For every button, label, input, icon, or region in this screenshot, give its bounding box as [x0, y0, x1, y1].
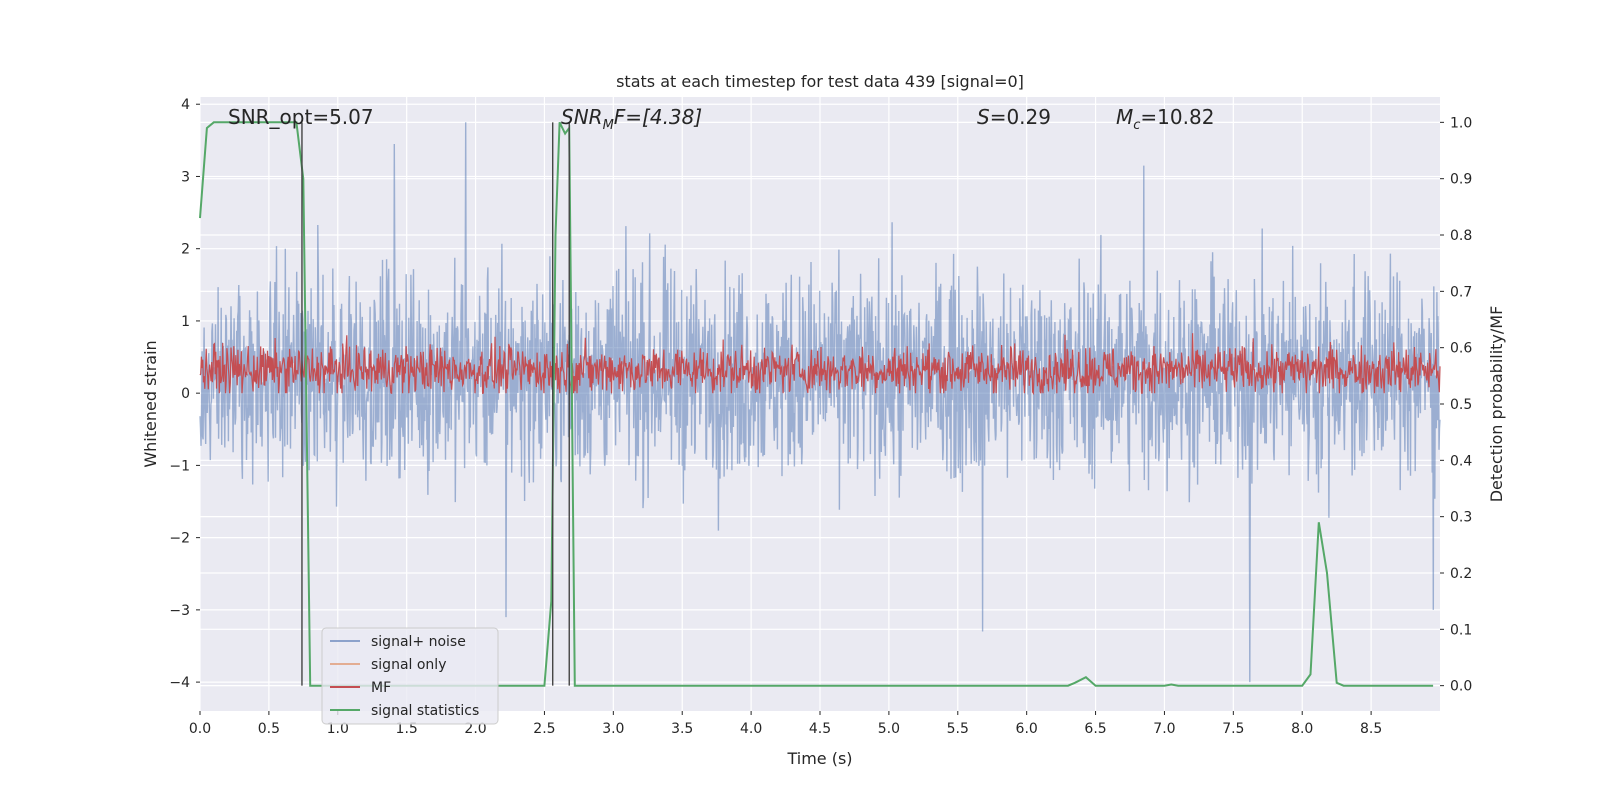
- mf-series: [199, 333, 1441, 396]
- legend-label-stat: signal statistics: [371, 703, 479, 719]
- y-tick-label-1: −3: [169, 603, 190, 619]
- x-tick-label-6: 3.0: [602, 721, 624, 737]
- y2-tick-label-5: 0.5: [1450, 397, 1472, 413]
- annotation-s-symbol: S: [977, 105, 990, 129]
- annotation-mc: Mc=10.82: [1116, 105, 1214, 133]
- y-tick-label-5: 1: [181, 314, 190, 330]
- y-axis-ticks: −4 −3 −2 −1 0 1 2 3 4: [169, 97, 200, 691]
- chart-title: stats at each timestep for test data 439…: [616, 72, 1024, 91]
- y-axis-label: Whitened strain: [141, 340, 160, 467]
- x-tick-label-13: 6.5: [1084, 721, 1106, 737]
- annotation-mc-subscript: c: [1133, 118, 1140, 133]
- y2-tick-label-4: 0.4: [1450, 453, 1472, 469]
- annotation-s: S=0.29: [977, 105, 1051, 129]
- x-tick-label-8: 4.0: [740, 721, 762, 737]
- x-tick-label-11: 5.5: [947, 721, 969, 737]
- stat-series: [199, 121, 1434, 687]
- y2-tick-label-3: 0.3: [1450, 510, 1472, 526]
- y2-axis-ticks: 0.0 0.1 0.2 0.3 0.4 0.5 0.6 0.7 0.8 0.9 1.0: [1440, 115, 1472, 695]
- x-tick-label-12: 6.0: [1016, 721, 1038, 737]
- x-tick-label-1: 0.5: [258, 721, 280, 737]
- y-tick-label-4: 0: [181, 386, 190, 402]
- x-tick-label-17: 8.5: [1360, 721, 1382, 737]
- y-tick-label-0: −4: [169, 675, 190, 691]
- x-tick-label-3: 1.5: [396, 721, 418, 737]
- y2-tick-label-1: 0.1: [1450, 622, 1472, 638]
- y2-tick-label-2: 0.2: [1450, 566, 1472, 582]
- y2-axis-label: Detection probability/MF: [1487, 306, 1506, 503]
- annotation-snr-opt: SNR_opt=5.07: [228, 105, 374, 129]
- y2-tick-label-10: 1.0: [1450, 115, 1472, 131]
- x-tick-label-9: 4.5: [809, 721, 831, 737]
- x-tick-label-4: 2.0: [464, 721, 486, 737]
- x-tick-label-16: 8.0: [1291, 721, 1313, 737]
- annotation-snr-mf: SNRMF=[4.38]: [561, 105, 702, 133]
- y2-tick-label-0: 0.0: [1450, 679, 1472, 695]
- x-tick-label-7: 3.5: [671, 721, 693, 737]
- vertical-markers: [301, 122, 570, 686]
- y-tick-label-3: −1: [169, 458, 190, 474]
- x-axis-ticks: 0.0 0.5 1.0 1.5 2.0 2.5 3.0 3.5 4.0 4.5 5.0 5.5 6.0 6…: [189, 711, 1382, 737]
- annotation-snr-mf-subscript: M: [603, 118, 614, 133]
- stat-line: [199, 121, 1434, 687]
- y-tick-label-2: −2: [169, 531, 190, 547]
- x-tick-label-10: 5.0: [878, 721, 900, 737]
- x-axis-label: Time (s): [786, 749, 852, 768]
- mf-line: [199, 333, 1441, 396]
- annotation-snr-mf-symbol: SNR: [561, 105, 603, 129]
- x-tick-label-5: 2.5: [533, 721, 555, 737]
- x-tick-label-2: 1.0: [327, 721, 349, 737]
- y-tick-label-6: 2: [181, 242, 190, 258]
- y2-tick-label-9: 0.9: [1450, 172, 1472, 188]
- legend-label-signal-only: signal only: [371, 657, 446, 673]
- legend-box: [321, 627, 499, 725]
- y2-tick-label-8: 0.8: [1450, 228, 1472, 244]
- annotation-s-rest: =0.29: [990, 105, 1051, 129]
- x-tick-label-0: 0.0: [189, 721, 211, 737]
- annotation-snr-mf-rest: F=[4.38]: [614, 105, 702, 129]
- annotation-mc-symbol: M: [1116, 105, 1133, 129]
- y2-tick-label-6: 0.6: [1450, 341, 1472, 357]
- x-tick-label-15: 7.5: [1222, 721, 1244, 737]
- y-tick-label-8: 4: [181, 97, 190, 113]
- x-tick-label-14: 7.0: [1153, 721, 1175, 737]
- y2-tick-label-7: 0.7: [1450, 284, 1472, 300]
- y-tick-label-7: 3: [181, 169, 190, 185]
- annotation-mc-rest: =10.82: [1140, 105, 1214, 129]
- legend: signal+ noise signal only MF signal stat…: [321, 627, 499, 725]
- legend-label-mf: MF: [371, 680, 391, 696]
- legend-label-noise: signal+ noise: [371, 634, 466, 650]
